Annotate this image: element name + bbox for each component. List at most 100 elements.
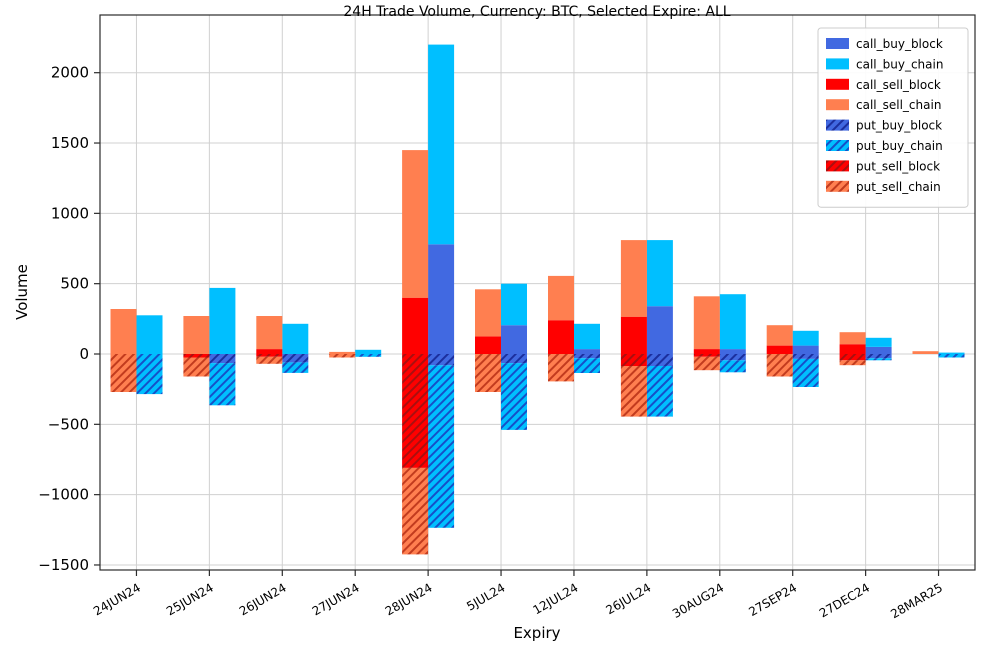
- legend-item-call_sell_chain: call_sell_chain: [826, 98, 941, 112]
- x-tick-label: 27JUN24: [310, 580, 362, 618]
- y-axis-label: Volume: [13, 264, 31, 320]
- bar-segment-call_buy_block: [719, 349, 746, 354]
- bar-segment-put_buy_chain: [209, 363, 236, 406]
- legend-item-put_buy_chain: put_buy_chain: [826, 139, 943, 153]
- y-tick-label: 0: [79, 345, 89, 363]
- x-tick-label: 26JUL24: [603, 580, 653, 617]
- bar-segment-call_sell_chain: [256, 316, 283, 350]
- bar-segment-call_buy_block: [865, 347, 892, 354]
- bar-segment-put_sell_block: [620, 354, 647, 366]
- bar-segment-put_buy_chain: [428, 365, 455, 528]
- bar-segment-put_sell_chain: [183, 357, 210, 377]
- bar-segment-put_buy_chain: [792, 358, 819, 387]
- legend-swatch: [826, 180, 849, 192]
- bar-segment-put_sell_block: [693, 354, 720, 357]
- bar-segment-put_sell_block: [402, 354, 429, 468]
- x-tick-label: 26JUN24: [237, 580, 289, 618]
- bar-segment-put_sell_chain: [548, 354, 574, 382]
- bar-segment-call_buy_chain: [865, 337, 892, 347]
- legend-swatch: [826, 58, 849, 70]
- legend-box: [817, 27, 969, 208]
- bar-segment-call_buy_block: [574, 349, 600, 354]
- bar-segment-put_sell_chain: [693, 356, 720, 371]
- bar-segment-put_sell_chain: [329, 354, 356, 358]
- legend-swatch: [826, 78, 849, 90]
- legend-swatch: [826, 99, 849, 111]
- bar-segment-put_buy_block: [792, 354, 819, 359]
- bar-segment-put_buy_chain: [355, 354, 382, 357]
- bar-segment-call_buy_chain: [646, 240, 673, 307]
- bar-segment-put_buy_chain: [501, 363, 527, 430]
- legend-item-call_buy_chain: call_buy_chain: [826, 57, 943, 71]
- bar-segment-call_sell_block: [402, 297, 429, 354]
- y-tick-label: 1000: [51, 204, 89, 222]
- bar-segment-put_sell_block: [183, 354, 210, 358]
- bar-segment-call_buy_chain: [792, 330, 819, 346]
- bar-segment-put_buy_chain: [574, 358, 600, 373]
- bar-segment-call_buy_block: [501, 325, 527, 354]
- legend-label: put_sell_block: [856, 159, 940, 173]
- bar-segment-call_buy_chain: [209, 287, 236, 354]
- bar-segment-put_buy_chain: [646, 366, 673, 417]
- bar-segment-call_buy_chain: [282, 323, 309, 354]
- x-tick-label: 25JUN24: [164, 580, 216, 618]
- bar-segment-call_buy_block: [792, 345, 819, 354]
- y-tick-label: 1500: [51, 134, 89, 152]
- bar-segment-call_sell_chain: [620, 240, 647, 317]
- x-tick-label: 27DEC24: [817, 580, 872, 620]
- bar-segment-put_sell_chain: [475, 354, 501, 392]
- bar-segment-put_buy_chain: [719, 360, 746, 373]
- bar-segment-put_sell_chain: [839, 360, 866, 366]
- bar-segment-put_buy_block: [574, 354, 600, 359]
- bar-segment-call_buy_chain: [501, 283, 527, 326]
- legend-label: call_buy_block: [856, 37, 943, 51]
- y-tick-label: −1500: [38, 556, 89, 574]
- y-tick-label: 2000: [51, 64, 89, 82]
- x-tick-label: 30AUG24: [670, 580, 726, 621]
- legend-item-put_sell_chain: put_sell_chain: [826, 180, 941, 194]
- y-tick-label: −500: [48, 415, 89, 433]
- bar-segment-put_sell_chain: [256, 356, 283, 364]
- bar-segment-call_sell_chain: [475, 289, 501, 337]
- bar-segment-call_sell_block: [766, 345, 793, 354]
- bar-segment-call_buy_chain: [136, 315, 163, 354]
- bar-segment-put_buy_chain: [938, 354, 965, 358]
- bar-segment-call_buy_chain: [355, 349, 382, 354]
- legend-swatch: [826, 119, 849, 131]
- x-axis-label: Expiry: [513, 624, 560, 642]
- legend-label: put_buy_block: [856, 119, 942, 133]
- bar-segment-call_sell_block: [548, 320, 574, 354]
- bar-segment-call_buy_block: [428, 244, 455, 354]
- bar-segment-put_buy_chain: [282, 362, 309, 373]
- chart-title: 24H Trade Volume, Currency: BTC, Selecte…: [343, 4, 730, 20]
- legend-label: put_sell_chain: [856, 180, 941, 194]
- bar-segment-call_sell_chain: [693, 296, 720, 349]
- bar-segment-call_sell_block: [620, 316, 647, 354]
- bar-segment-call_sell_chain: [548, 275, 574, 321]
- bar-segment-put_sell_chain: [402, 467, 429, 555]
- x-tick-label: 28JUN24: [383, 580, 435, 618]
- bar-segment-call_buy_chain: [938, 352, 965, 354]
- bar-segment-put_buy_block: [501, 354, 527, 364]
- bar-segment-put_buy_block: [865, 354, 892, 359]
- y-tick-label: −1000: [38, 486, 89, 504]
- x-tick-label: 28MAR25: [888, 580, 945, 621]
- bar-segment-call_sell_chain: [766, 325, 793, 346]
- legend-swatch: [826, 160, 849, 172]
- bar-segment-call_sell_block: [839, 344, 866, 354]
- legend-item-call_sell_block: call_sell_block: [826, 78, 941, 92]
- legend-item-call_buy_block: call_buy_block: [826, 37, 943, 51]
- bar-segment-call_buy_chain: [574, 323, 600, 350]
- legend-swatch: [826, 38, 849, 49]
- legend-label: call_buy_chain: [856, 57, 943, 71]
- bar-segment-call_sell_chain: [402, 150, 429, 298]
- plot-border: [99, 14, 976, 571]
- x-tick-label: 27SEP24: [746, 580, 799, 619]
- bar-segment-put_sell_chain: [620, 366, 647, 417]
- x-tick-label: 12JUL24: [531, 580, 581, 617]
- bar-segment-call_sell_chain: [110, 309, 137, 354]
- bar-segment-put_sell_chain: [110, 354, 137, 392]
